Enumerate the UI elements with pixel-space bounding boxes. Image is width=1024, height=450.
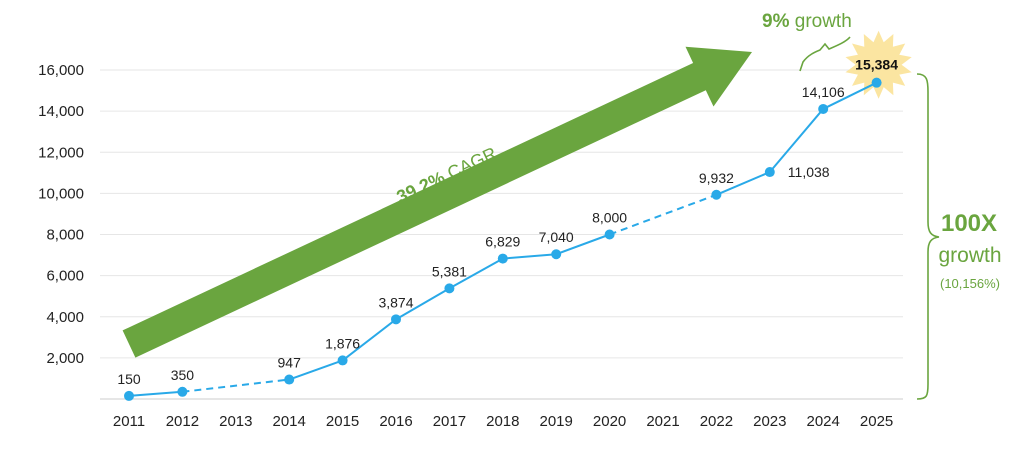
data-point: [764, 167, 775, 178]
x-axis: 2011 2012 2013 2014 2015 2016 2017 2018 2019 2020…: [113, 413, 893, 430]
x-tick-label: 2022: [700, 413, 733, 430]
data-label: 3,874: [378, 294, 413, 310]
x-tick-label: 2023: [753, 413, 786, 430]
x-tick-label: 2015: [326, 413, 359, 430]
line-segment: [448, 257, 504, 290]
nine-percent-growth-label: 9% growth: [762, 11, 852, 32]
x-tick-label: 2013: [219, 413, 252, 430]
line-segment-dashed: [182, 378, 290, 393]
starburst-highlight: [845, 30, 912, 99]
x-tick-label: 2021: [646, 413, 679, 430]
data-point: [551, 249, 562, 260]
data-label: 6,829: [485, 234, 520, 250]
data-label: 150: [117, 371, 141, 387]
data-point: [711, 189, 722, 200]
line-segment: [395, 287, 450, 321]
line-segment: [288, 359, 343, 381]
x-tick-label: 2024: [807, 413, 840, 430]
data-point: [818, 103, 829, 114]
data-point: [177, 386, 188, 397]
data-labels: 150 350 947 1,876 3,874 5,381 6,829 7,040 8,000 9…: [117, 57, 898, 387]
x-tick-label: 2011: [113, 413, 145, 430]
data-label: 1,876: [325, 335, 360, 351]
x-tick-label: 2012: [166, 413, 199, 430]
y-tick-label: 14,000: [38, 103, 84, 120]
y-tick-label: 8,000: [46, 227, 84, 244]
x-tick-label: 2025: [860, 413, 893, 430]
line-segment: [341, 318, 397, 362]
data-point: [284, 374, 295, 385]
nine-percent-brace: [799, 36, 851, 72]
y-axis: 2,000 4,000 6,000 8,000 10,000 12,000 14,000 16…: [38, 62, 84, 367]
data-label: 8,000: [592, 210, 627, 226]
x-tick-label: 2016: [379, 413, 412, 430]
hundred-x-growth-label: growth: [938, 244, 1001, 267]
nine-percent-value: 9%: [762, 11, 790, 32]
data-point: [497, 253, 508, 264]
series-line: [128, 81, 878, 397]
hundred-x-brace: [916, 73, 940, 400]
line-segment-dashed: [609, 193, 717, 236]
data-label: 7,040: [539, 229, 574, 245]
data-point: [444, 283, 455, 294]
line-segment: [555, 233, 610, 256]
line-segment: [128, 390, 183, 397]
line-segment: [769, 108, 824, 173]
data-points: [124, 77, 882, 401]
data-label: 14,106: [802, 84, 845, 100]
x-tick-label: 2020: [593, 413, 626, 430]
cagr-arrow-group: 39.2% CAGR: [122, 46, 753, 358]
data-label: 11,038: [788, 164, 830, 180]
data-point: [871, 77, 882, 88]
x-tick-label: 2019: [540, 413, 573, 430]
y-tick-label: 10,000: [38, 185, 84, 202]
y-tick-label: 16,000: [38, 62, 84, 79]
starburst-group: [845, 30, 912, 99]
cagr-arrow: [122, 46, 753, 358]
growth-annotations: 9% growth 100X growth (10,156%): [762, 11, 1002, 400]
data-label: 9,932: [699, 170, 734, 186]
line-segment: [822, 81, 878, 110]
data-point: [124, 390, 134, 401]
x-tick-label: 2018: [486, 413, 519, 430]
data-point: [337, 355, 348, 366]
x-tick-label: 2017: [433, 413, 466, 430]
data-label: 947: [278, 355, 302, 371]
gridlines: [100, 69, 903, 400]
hundred-x-value: 100X: [941, 210, 997, 237]
x-tick-label: 2014: [273, 413, 306, 430]
nine-percent-suffix: growth: [789, 11, 851, 32]
hundred-x-percent-detail: (10,156%): [940, 276, 1000, 291]
line-segment: [716, 171, 771, 196]
y-tick-label: 4,000: [46, 309, 84, 326]
y-tick-label: 2,000: [46, 350, 84, 367]
data-label: 15,384: [855, 57, 898, 73]
line-segment: [502, 253, 557, 260]
data-label: 350: [171, 367, 195, 383]
data-point: [604, 229, 615, 240]
data-point: [391, 314, 401, 325]
y-tick-label: 12,000: [38, 144, 84, 161]
y-tick-label: 6,000: [46, 268, 84, 285]
data-label: 5,381: [432, 263, 467, 279]
